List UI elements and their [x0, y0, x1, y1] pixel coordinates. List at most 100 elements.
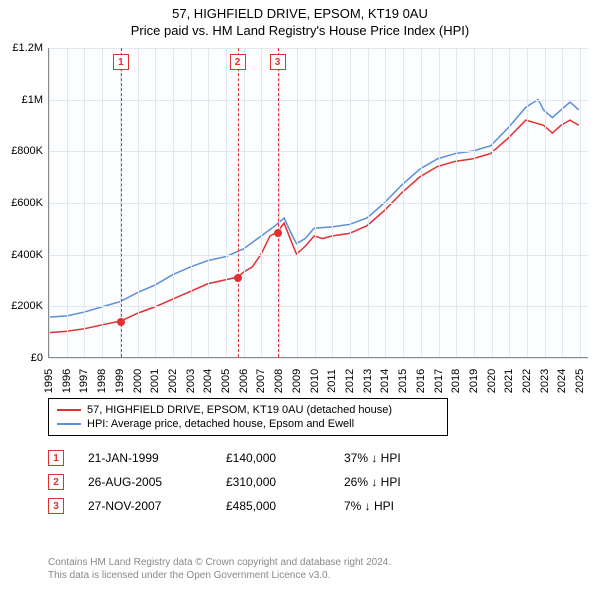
- gridline-v: [456, 48, 457, 357]
- gridline-v: [49, 48, 50, 357]
- data-marker: [117, 318, 125, 326]
- gridline-v: [527, 48, 528, 357]
- ytick-label: £600K: [11, 197, 49, 209]
- legend-label: HPI: Average price, detached house, Epso…: [87, 418, 354, 430]
- event-date: 21-JAN-1999: [88, 451, 218, 465]
- gridline-v: [173, 48, 174, 357]
- event-index-box: 1: [48, 450, 64, 466]
- event-delta: 26% ↓ HPI: [344, 475, 454, 489]
- gridline-v: [138, 48, 139, 357]
- data-marker: [274, 229, 282, 237]
- legend-row: 57, HIGHFIELD DRIVE, EPSOM, KT19 0AU (de…: [57, 403, 439, 417]
- plot-area: £0£200K£400K£600K£800K£1M£1.2M1995199619…: [48, 48, 588, 358]
- refline-label-box: 2: [230, 54, 246, 70]
- xtick-label: 2007: [255, 369, 267, 393]
- gridline-v: [261, 48, 262, 357]
- gridline-v: [580, 48, 581, 357]
- xtick-label: 2003: [185, 369, 197, 393]
- event-row: 327-NOV-2007£485,0007% ↓ HPI: [48, 494, 588, 518]
- xtick-label: 2024: [556, 369, 568, 393]
- gridline-h: [49, 255, 588, 256]
- xtick-label: 2023: [539, 369, 551, 393]
- gridline-v: [297, 48, 298, 357]
- xtick-label: 2010: [309, 369, 321, 393]
- gridline-v: [244, 48, 245, 357]
- xtick-label: 2004: [202, 369, 214, 393]
- ytick-label: £400K: [11, 249, 49, 261]
- xtick-label: 1996: [61, 369, 73, 393]
- event-price: £485,000: [226, 499, 336, 513]
- gridline-v: [84, 48, 85, 357]
- xtick-label: 1999: [114, 369, 126, 393]
- xtick-label: 2014: [379, 369, 391, 393]
- gridline-v: [403, 48, 404, 357]
- chart-container: 57, HIGHFIELD DRIVE, EPSOM, KT19 0AU Pri…: [0, 0, 600, 590]
- gridline-v: [191, 48, 192, 357]
- ytick-label: £0: [31, 352, 49, 364]
- gridline-h: [49, 358, 588, 359]
- gridline-h: [49, 203, 588, 204]
- gridline-v: [67, 48, 68, 357]
- chart-title: 57, HIGHFIELD DRIVE, EPSOM, KT19 0AU: [0, 0, 600, 21]
- ytick-label: £200K: [11, 300, 49, 312]
- event-price: £140,000: [226, 451, 336, 465]
- event-index-box: 2: [48, 474, 64, 490]
- gridline-v: [315, 48, 316, 357]
- xtick-label: 2001: [149, 369, 161, 393]
- gridline-v: [474, 48, 475, 357]
- gridline-h: [49, 100, 588, 101]
- footnote-line2: This data is licensed under the Open Gov…: [48, 569, 391, 582]
- event-row: 2 26-AUG-2005 £310,000 26% ↓ HPI: [48, 470, 588, 494]
- xtick-label: 2017: [433, 369, 445, 393]
- ytick-label: £1.2M: [12, 42, 49, 54]
- xtick-label: 2020: [486, 369, 498, 393]
- event-price: £310,000: [226, 475, 336, 489]
- xtick-label: 2016: [415, 369, 427, 393]
- ytick-label: £1M: [22, 94, 49, 106]
- xtick-label: 2008: [273, 369, 285, 393]
- xtick-label: 2021: [503, 369, 515, 393]
- gridline-v: [385, 48, 386, 357]
- gridline-h: [49, 48, 588, 49]
- legend-row: HPI: Average price, detached house, Epso…: [57, 417, 439, 431]
- events-table: 1 21-JAN-1999 £140,000 37% ↓ HPI 2 26-AUG-200…: [48, 446, 588, 518]
- gridline-v: [226, 48, 227, 357]
- gridline-v: [492, 48, 493, 357]
- refline: [238, 48, 239, 357]
- event-row: 1 21-JAN-1999 £140,000 37% ↓ HPI: [48, 446, 588, 470]
- refline-label-box: 3: [270, 54, 286, 70]
- xtick-label: 2011: [326, 369, 338, 393]
- xtick-label: 2025: [574, 369, 586, 393]
- footnote-line1: Contains HM Land Registry data © Crown c…: [48, 556, 391, 569]
- refline-label-box: 1: [113, 54, 129, 70]
- event-index-box: 3: [48, 498, 64, 514]
- gridline-v: [562, 48, 563, 357]
- xtick-label: 2005: [220, 369, 232, 393]
- footnote: Contains HM Land Registry data © Crown c…: [48, 556, 391, 582]
- xtick-label: 1998: [96, 369, 108, 393]
- xtick-label: 2006: [238, 369, 250, 393]
- gridline-v: [350, 48, 351, 357]
- gridline-v: [102, 48, 103, 357]
- gridline-v: [509, 48, 510, 357]
- gridline-h: [49, 151, 588, 152]
- xtick-label: 2019: [468, 369, 480, 393]
- xtick-label: 2000: [132, 369, 144, 393]
- xtick-label: 2013: [362, 369, 374, 393]
- gridline-v: [279, 48, 280, 357]
- gridline-v: [545, 48, 546, 357]
- gridline-h: [49, 306, 588, 307]
- event-delta: 37% ↓ HPI: [344, 451, 454, 465]
- event-date: 27-NOV-2007: [88, 499, 218, 513]
- xtick-label: 1995: [43, 369, 55, 393]
- legend-swatch: [57, 409, 81, 411]
- gridline-v: [208, 48, 209, 357]
- gridline-v: [439, 48, 440, 357]
- xtick-label: 1997: [78, 369, 90, 393]
- xtick-label: 2015: [397, 369, 409, 393]
- legend-swatch: [57, 423, 81, 425]
- event-date: 26-AUG-2005: [88, 475, 218, 489]
- xtick-label: 2002: [167, 369, 179, 393]
- xtick-label: 2012: [344, 369, 356, 393]
- data-marker: [234, 274, 242, 282]
